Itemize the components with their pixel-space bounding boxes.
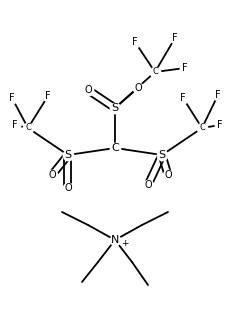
Text: N: N (110, 235, 119, 245)
Text: O: O (134, 83, 141, 93)
Text: F: F (216, 120, 222, 130)
Text: O: O (144, 180, 151, 190)
Text: O: O (48, 170, 56, 180)
Text: F: F (181, 63, 187, 73)
Text: C: C (25, 124, 31, 132)
Text: C: C (151, 68, 157, 76)
Text: F: F (9, 93, 15, 103)
Text: F: F (214, 90, 220, 100)
Text: C: C (111, 143, 118, 153)
Text: +: + (120, 239, 128, 249)
Text: F: F (12, 120, 18, 130)
Text: S: S (158, 150, 165, 160)
Text: F: F (45, 91, 51, 101)
Text: O: O (164, 170, 171, 180)
Text: F: F (132, 37, 137, 47)
Text: S: S (111, 103, 118, 113)
Text: F: F (179, 93, 185, 103)
Text: F: F (172, 33, 177, 43)
Text: C: C (198, 124, 204, 132)
Text: O: O (64, 183, 71, 193)
Text: S: S (64, 150, 71, 160)
Text: O: O (84, 85, 91, 95)
Text: ⁻: ⁻ (120, 146, 124, 156)
